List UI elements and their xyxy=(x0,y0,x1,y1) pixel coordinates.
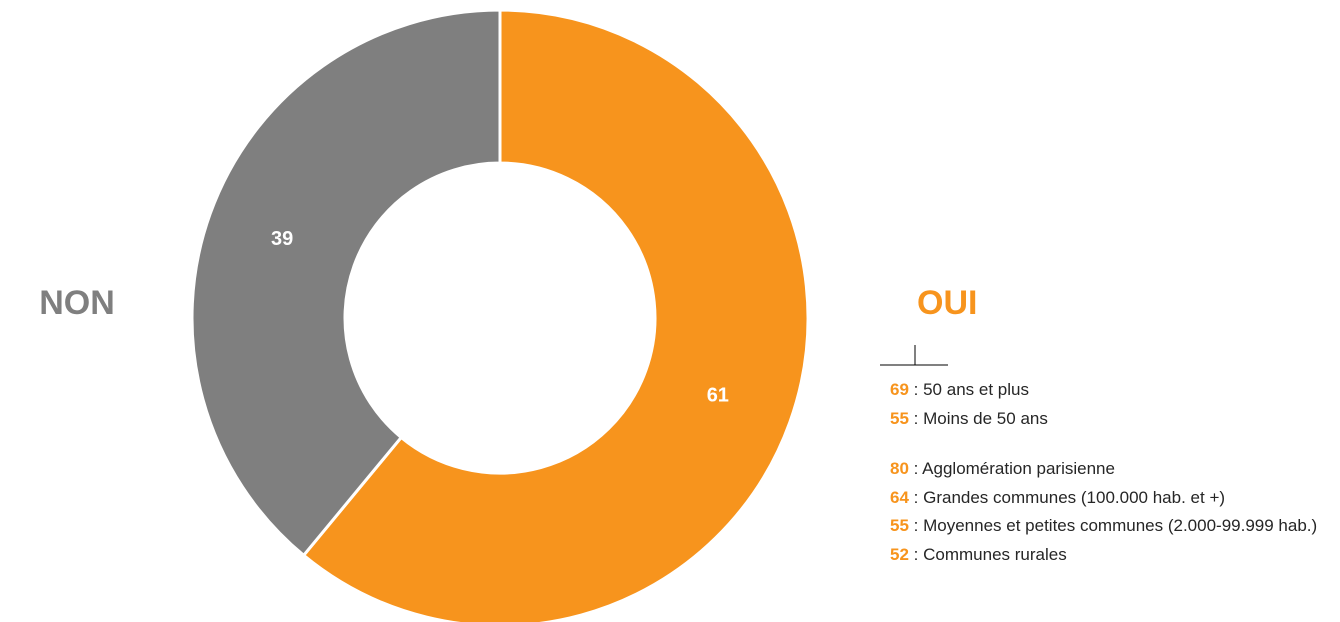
breakdown-item: 64 : Grandes communes (100.000 hab. et +… xyxy=(890,484,1330,513)
breakdown-label: : 50 ans et plus xyxy=(913,380,1029,399)
breakdown-label: : Agglomération parisienne xyxy=(913,459,1115,478)
breakdown-value: 69 xyxy=(890,380,909,399)
breakdown-label: : Grandes communes (100.000 hab. et +) xyxy=(913,487,1226,507)
category-label: NON xyxy=(39,284,115,322)
donut-slice xyxy=(190,8,502,558)
breakdown-item: 55 : Moins de 50 ans xyxy=(890,405,1330,434)
breakdown-group: 69 : 50 ans et plus 55 : Moins de 50 ans xyxy=(890,376,1330,433)
breakdown-value: 55 xyxy=(890,516,909,535)
breakdown-group: 80 : Agglomération parisienne 64 : Grande… xyxy=(890,455,1330,569)
breakdown-value: 80 xyxy=(890,459,909,478)
breakdown-label: : Communes rurales xyxy=(913,544,1067,564)
breakdown-value: 55 xyxy=(890,408,909,428)
breakdown-item: 55 : Moyennes et petites communes (2.000… xyxy=(890,512,1330,541)
breakdown-value: 64 xyxy=(890,487,909,507)
category-label: OUI xyxy=(917,284,977,322)
breakdown-item: 80 : Agglomération parisienne xyxy=(890,455,1330,484)
data-label: 61 xyxy=(707,385,729,407)
breakdown-value: 52 xyxy=(890,544,909,564)
breakdown-item: 69 : 50 ans et plus xyxy=(890,376,1330,405)
data-label: 39 xyxy=(271,228,293,250)
breakdown-label: : Moyennes et petites communes (2.000-99… xyxy=(913,516,1318,535)
breakdown-item: 52 : Communes rurales xyxy=(890,541,1330,570)
breakdown-list: 69 : 50 ans et plus 55 : Moins de 50 ans 8… xyxy=(890,376,1330,591)
donut-slice xyxy=(301,8,810,622)
breakdown-label: : Moins de 50 ans xyxy=(913,408,1048,428)
